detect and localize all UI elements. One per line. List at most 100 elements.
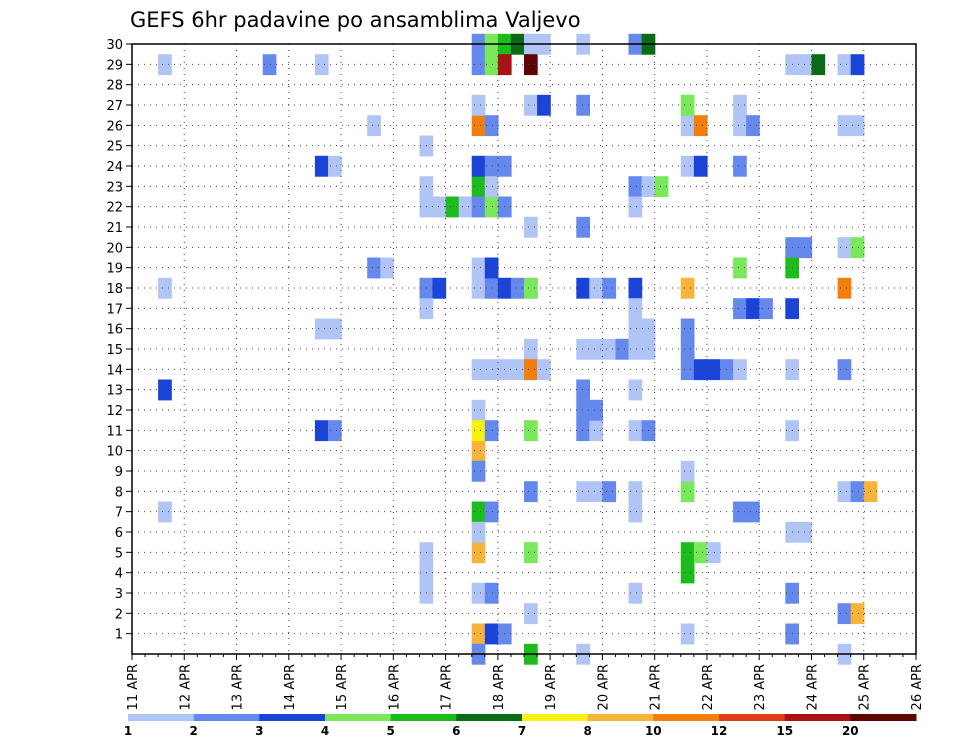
data-cell (445, 196, 460, 218)
data-cell (432, 196, 447, 218)
data-cell (680, 481, 695, 503)
y-tick-label: 28 (106, 79, 123, 94)
data-cell (733, 115, 747, 137)
data-cell (471, 54, 486, 76)
data-cell (837, 603, 852, 625)
data-cell (471, 94, 486, 116)
x-tick-label: 23 APR (753, 664, 768, 710)
colorbar: 1 2 3 4 5 6 7 8 10 12 15 20 (124, 714, 917, 738)
data-cell (837, 277, 852, 299)
y-tick-label: 23 (106, 180, 123, 195)
data-cell (471, 582, 486, 604)
data-cell (798, 521, 813, 543)
data-cell (811, 54, 826, 76)
data-cell (158, 501, 172, 523)
y-tick-label: 25 (106, 140, 123, 155)
y-axis: 1234567891011121314151617181920212223242… (106, 38, 132, 643)
y-tick-label: 27 (106, 99, 123, 114)
y-tick-label: 8 (115, 485, 123, 500)
data-cell (524, 94, 538, 116)
data-cell (484, 257, 499, 279)
data-cell (798, 54, 813, 76)
data-cell (850, 481, 865, 503)
data-cell (680, 155, 695, 177)
y-tick-label: 13 (106, 384, 123, 399)
chart-title: GEFS 6hr padavine po ansamblima Valjevo (130, 8, 581, 32)
data-cell (510, 277, 525, 299)
plot-frame (131, 43, 917, 655)
data-cell (733, 359, 747, 381)
y-tick-label: 14 (106, 363, 123, 378)
data-cell (602, 481, 617, 503)
data-cell (850, 603, 865, 625)
data-cell (628, 338, 643, 360)
data-cell (733, 257, 747, 279)
data-cell (524, 54, 538, 76)
data-cell (733, 155, 747, 177)
data-cell (850, 237, 865, 259)
colorbar-swatch (325, 714, 392, 721)
colorbar-label: 3 (255, 724, 263, 738)
data-cell (576, 399, 590, 421)
data-cell (680, 318, 695, 340)
data-cell (314, 318, 329, 340)
data-cell (484, 277, 499, 299)
y-tick-label: 6 (115, 526, 123, 541)
y-tick-label: 21 (106, 221, 123, 236)
colorbar-label: 8 (584, 724, 592, 738)
data-cell (262, 54, 277, 76)
y-tick-label: 4 (115, 567, 123, 582)
x-tick-label: 22 APR (701, 664, 716, 710)
x-tick-label: 15 APR (335, 664, 350, 710)
colorbar-label: 7 (518, 724, 526, 738)
data-cell (484, 176, 499, 198)
data-cell (158, 54, 172, 76)
data-cell (471, 501, 486, 523)
data-cell (576, 338, 590, 360)
data-cell (524, 420, 538, 442)
y-tick-label: 22 (106, 201, 123, 216)
data-cell (602, 338, 617, 360)
colorbar-label: 10 (645, 724, 662, 738)
colorbar-swatch (522, 714, 589, 721)
data-cell (850, 115, 865, 137)
colorbar-label: 15 (776, 724, 793, 738)
x-tick-label: 25 APR (858, 664, 873, 710)
data-cell (524, 481, 538, 503)
x-tick-label: 20 APR (596, 664, 611, 710)
y-tick-label: 26 (106, 119, 123, 134)
data-cell (471, 176, 486, 198)
data-cell (680, 359, 695, 381)
data-cell (484, 501, 499, 523)
data-cell (367, 115, 381, 137)
colorbar-label: 4 (321, 724, 329, 738)
data-cell (524, 359, 538, 381)
data-cell (471, 155, 486, 177)
data-cell (458, 196, 473, 218)
data-cell (680, 542, 695, 564)
cells-layer (158, 33, 878, 665)
data-cell (158, 277, 172, 299)
data-cell (328, 155, 342, 177)
data-cell (759, 298, 773, 320)
colorbar-label: 1 (124, 724, 132, 738)
data-cell (576, 216, 590, 238)
data-cell (484, 155, 499, 177)
data-cell (654, 176, 669, 198)
data-cell (471, 420, 486, 442)
colorbar-label: 20 (842, 724, 859, 738)
data-cell (837, 359, 852, 381)
y-tick-label: 9 (115, 465, 123, 480)
y-tick-label: 24 (106, 160, 123, 175)
colorbar-label: 12 (711, 724, 728, 738)
y-tick-label: 5 (115, 546, 123, 561)
data-cell (524, 338, 538, 360)
data-cell (524, 603, 538, 625)
data-cell (628, 176, 643, 198)
data-cell (733, 94, 747, 116)
data-cell (484, 420, 499, 442)
y-tick-label: 17 (106, 302, 123, 317)
data-cell (576, 379, 590, 401)
data-cell (628, 501, 643, 523)
